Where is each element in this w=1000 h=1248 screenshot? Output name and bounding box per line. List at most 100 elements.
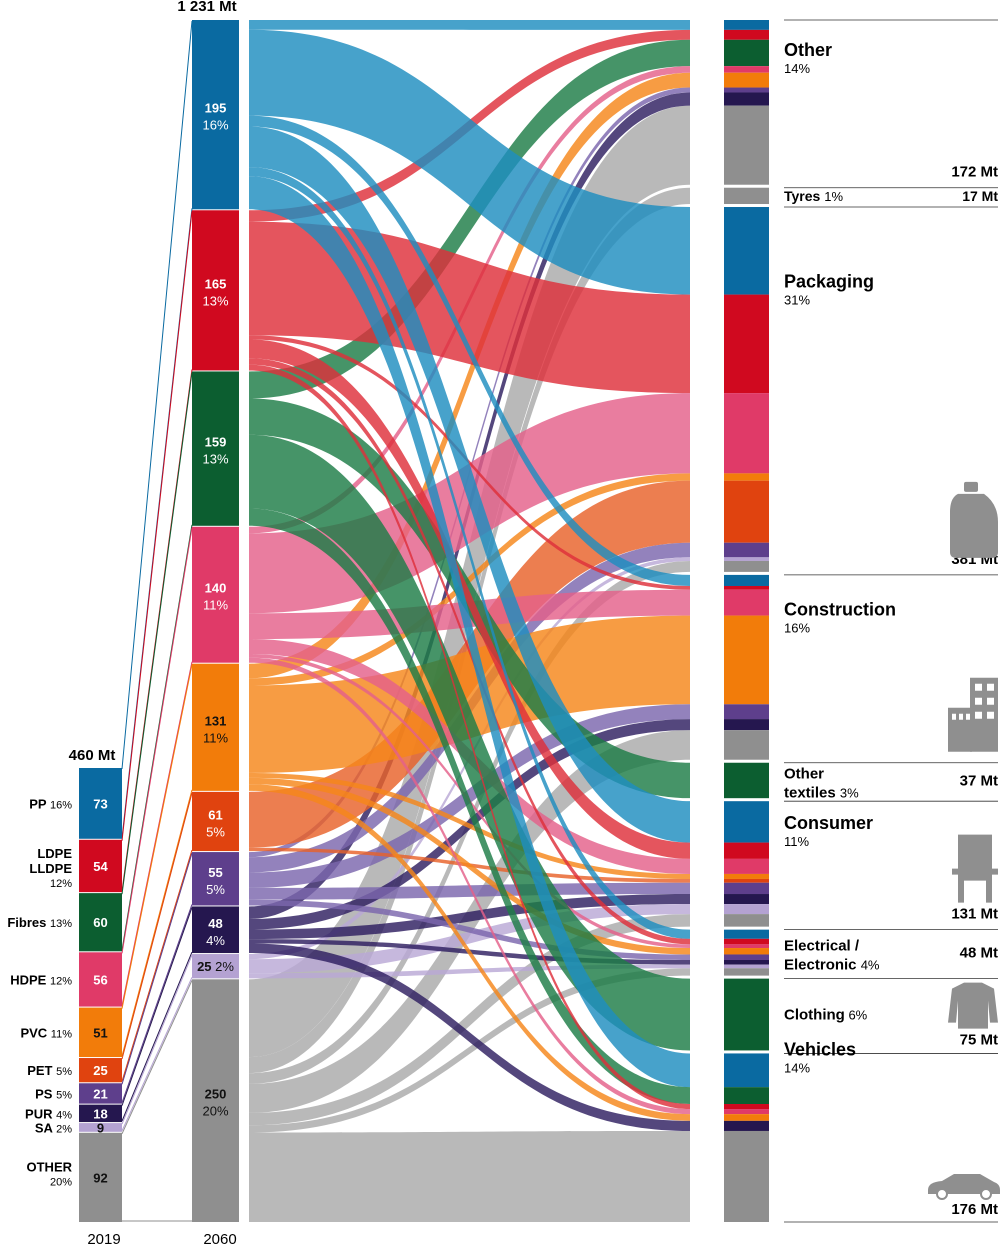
link-top-ldpe [121,211,193,841]
flow-ps-to-electrical [249,899,690,960]
flow-other-to-vehicles [249,1130,690,1222]
flow-ldpe-to-construction [249,335,690,590]
link-top-pvc [121,664,193,1009]
chair-shape [952,834,998,903]
flow-ldpe-to-vehicles [249,364,690,1110]
flow-pp-to-vehicles [249,176,690,1088]
app-segment-packaging-pet [724,480,769,543]
flow-pvc-to-packaging [249,473,690,686]
value-2019-ps: 21 [93,1086,107,1101]
app-pct-other: 14% [784,61,810,76]
app-segment-vehicles-other [724,1130,769,1222]
value-2060-other: 250 [205,1087,227,1102]
flow-pp-to-packaging [249,29,690,295]
bar-2060-pet [192,791,239,852]
bar-2060-ps [192,852,239,906]
building-window [987,683,994,691]
polymer-label-sa: SA 2% [35,1120,72,1135]
app-segment-construction-pp [724,574,769,586]
total-2019-label: 460 Mt [69,747,116,764]
link-top-sa [121,954,193,1125]
bar-2019-other [79,1132,122,1222]
bar-2019-hdpe [79,952,122,1007]
bottle-icon [950,481,998,558]
year-2019-label: 2019 [87,1231,120,1248]
polymer-label-ps: PS 5% [35,1086,72,1101]
link-top-hdpe [121,527,193,954]
pct-2060-pp: 16% [202,118,228,133]
app-label2-electrical: Electronic 4% [784,957,880,974]
pct-2060-pur: 4% [206,933,225,948]
value-2060-pet: 61 [208,807,222,822]
app-segment-consumer-products-sa [724,904,769,915]
app-segment-packaging-pp [724,207,769,295]
app-value-vehicles: 176 Mt [951,1201,998,1218]
flow-ps-to-consumer-products [249,882,690,900]
app-segment-electrical-ps [724,954,769,960]
bar-2019-pur [79,1104,122,1123]
building-window [975,683,982,691]
app-label-electrical: Electrical / [784,938,860,955]
app-segment-tyres-other [724,187,769,205]
flow-other-to-consumer-products [249,914,690,1126]
pct-2060-hdpe: 11% [203,598,228,613]
app-segment-vehicles-pur [724,1120,769,1131]
pct-2060-fibres: 13% [202,452,228,467]
bottle-cap-shape [964,481,978,492]
bar-2060-pp [192,20,239,210]
flow-ldpe-to-electrical [249,358,690,945]
bar-2060-pvc [192,663,239,791]
app-segment-consumer-products-ps [724,882,769,895]
bar-2019-sa [79,1123,122,1132]
building-window [975,697,982,705]
value-2019-ldpe: 54 [93,859,108,874]
bar-2019-ldpe [79,839,122,893]
app-segment-packaging-hdpe [724,393,769,474]
value-2019-fibres: 60 [93,915,107,930]
app-segment-electrical-hdpe [724,944,769,949]
app-pct-vehicles: 14% [784,1061,810,1076]
flow-hdpe-to-vehicles [249,657,690,1115]
flow-pvc-to-construction [249,615,690,773]
link-top-pp [121,20,193,770]
app-segment-consumer-products-pvc [724,873,769,879]
pct-2060-other: 20% [202,1104,228,1119]
pct-2060-ldpe: 13% [202,293,228,308]
flow-fibres-to-clothing [249,434,690,1051]
bar-2060-ldpe [192,210,239,371]
bar-2060-other [192,979,239,1222]
value-2019-hdpe: 56 [93,972,107,987]
building-icon [948,677,998,752]
app-segment-packaging-other [724,560,769,572]
value-2060-hdpe: 140 [205,581,227,596]
polymer-label-pet: PET 5% [27,1063,72,1078]
flow-sa-to-consumer-products [249,904,690,974]
polymer-label-fibres: Fibres 13% [7,915,72,930]
app-pct-packaging: 31% [784,292,810,307]
app-segment-vehicles-hdpe [724,1109,769,1115]
value-2060-sa: 25 2% [197,959,234,974]
app-segment-consumer-products-pur [724,894,769,905]
flow-pvc-to-consumer-products [249,772,690,879]
app-segment-consumer-products-other [724,914,769,927]
polymer-label-other: OTHER [27,1159,73,1174]
app-segment-other-other [724,105,769,185]
app-segment-other-ldpe [724,29,769,40]
app-value-tyres: 17 Mt [962,188,998,204]
app-segment-construction-pvc [724,615,769,705]
flow-pvc-to-other [249,72,690,679]
flow-pp-to-construction [249,115,690,586]
pct-2060-pet: 5% [206,824,225,839]
polymer-links-2019-2060 [121,20,193,1222]
polymer-label-hdpe: HDPE 12% [10,972,72,987]
bar-2019-pet [79,1058,122,1083]
value-2019-sa: 9 [97,1120,104,1135]
app-label-tyres: Tyres 1% [784,188,843,204]
app-value-electrical: 48 Mt [960,945,998,962]
app-segment-other-fibres [724,39,769,67]
chair-icon [952,834,998,903]
flow-fibres-to-vehicles [249,508,690,1105]
bar-2060-sa [192,954,239,979]
app-segment-construction-ps [724,704,769,720]
